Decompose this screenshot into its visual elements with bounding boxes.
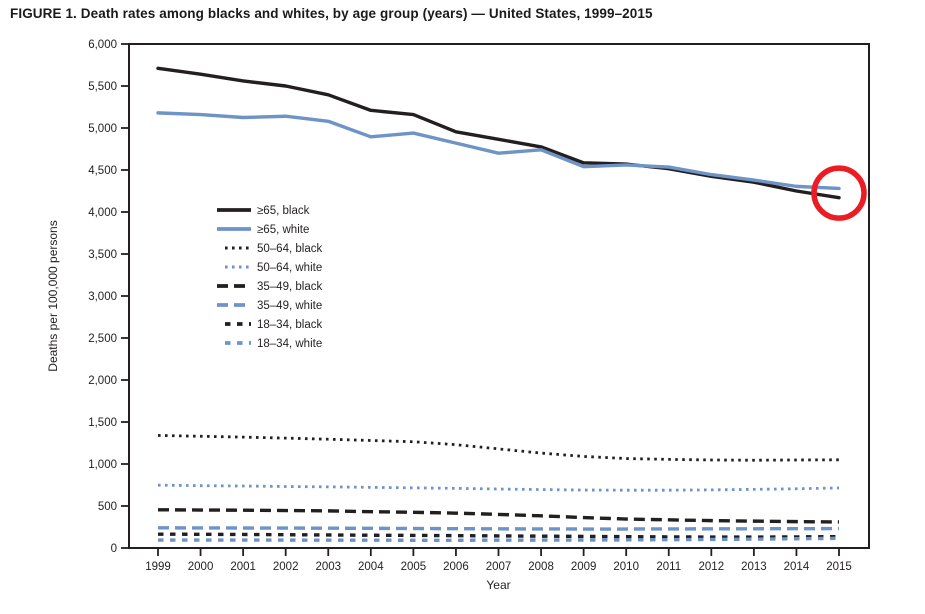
series-line-ge65-white — [156, 111, 841, 191]
x-axis-tick-label: 1999 — [145, 561, 171, 573]
legend-label: 50–64, white — [257, 262, 322, 274]
x-axis-tick-label: 2015 — [826, 561, 852, 573]
legend-item: 18–34, black — [225, 319, 322, 331]
y-axis-tick-label: 0 — [111, 543, 117, 555]
legend-label: 50–64, black — [257, 243, 322, 255]
x-axis-tick-label: 2009 — [571, 561, 597, 573]
y-axis-tick-label: 500 — [98, 501, 117, 513]
legend-item: 35–49, black — [217, 281, 322, 293]
legend-label: 35–49, white — [257, 300, 322, 312]
x-axis-tick-label: 2012 — [699, 561, 725, 573]
x-axis-tick-label: 2003 — [315, 561, 341, 573]
legend-label: 35–49, black — [257, 281, 322, 293]
series-line-50-64-white — [157, 483, 840, 492]
y-axis-tick-label: 6,000 — [88, 39, 117, 51]
legend-item: 35–49, white — [217, 300, 322, 312]
plot-area — [128, 43, 870, 549]
x-axis-tick-label: 2014 — [784, 561, 810, 573]
legend-label: 18–34, black — [257, 319, 322, 331]
x-axis-tick-label: 2011 — [656, 561, 681, 573]
y-axis-tick-label: 3,500 — [88, 249, 117, 261]
y-axis-tick-label: 1,000 — [88, 459, 117, 471]
x-axis-tick-label: 2002 — [273, 561, 299, 573]
x-axis-tick-label: 2005 — [401, 561, 427, 573]
y-axis-tick-label: 5,500 — [88, 81, 117, 93]
legend-label: ≥65, black — [257, 205, 310, 217]
x-axis-tick-label: 2004 — [358, 561, 384, 573]
x-axis-tick-label: 2000 — [188, 561, 214, 573]
series-line-ge65-black — [156, 66, 841, 200]
legend-label: 18–34, white — [257, 338, 322, 350]
x-axis-tick-label: 2007 — [486, 561, 512, 573]
legend-item: ≥65, white — [217, 224, 309, 236]
y-axis-title: Deaths per 100,000 persons — [46, 220, 60, 371]
series-line-35-49-white — [157, 526, 840, 531]
y-axis-tick-label: 4,500 — [88, 165, 117, 177]
y-axis-tick-label: 3,000 — [88, 291, 117, 303]
legend-item: 18–34, white — [225, 338, 322, 350]
x-axis-tick-label: 2008 — [528, 561, 554, 573]
series-line-18-34-black — [157, 532, 840, 539]
y-axis-tick-label: 1,500 — [88, 417, 117, 429]
legend-item: 50–64, black — [225, 243, 322, 255]
legend-label: ≥65, white — [257, 224, 309, 236]
series-line-35-49-black — [157, 508, 840, 524]
legend-item: ≥65, black — [217, 205, 310, 217]
x-axis-tick-label: 2006 — [443, 561, 469, 573]
x-axis-title: Year — [486, 578, 510, 592]
y-axis-tick-label: 4,000 — [88, 207, 117, 219]
legend-item: 50–64, white — [225, 262, 322, 274]
y-axis-tick-label: 2,000 — [88, 375, 117, 387]
series-line-18-34-white — [158, 536, 840, 542]
y-axis-tick-label: 2,500 — [88, 333, 117, 345]
figure-title: FIGURE 1. Death rates among blacks and w… — [10, 6, 653, 21]
series-line-50-64-black — [157, 434, 840, 462]
x-axis-tick-label: 2010 — [613, 561, 639, 573]
x-axis-tick-label: 2001 — [230, 561, 256, 573]
highlight-circle-annotation — [811, 165, 867, 221]
y-axis-tick-label: 5,000 — [88, 123, 117, 135]
x-axis-tick-label: 2013 — [741, 561, 767, 573]
